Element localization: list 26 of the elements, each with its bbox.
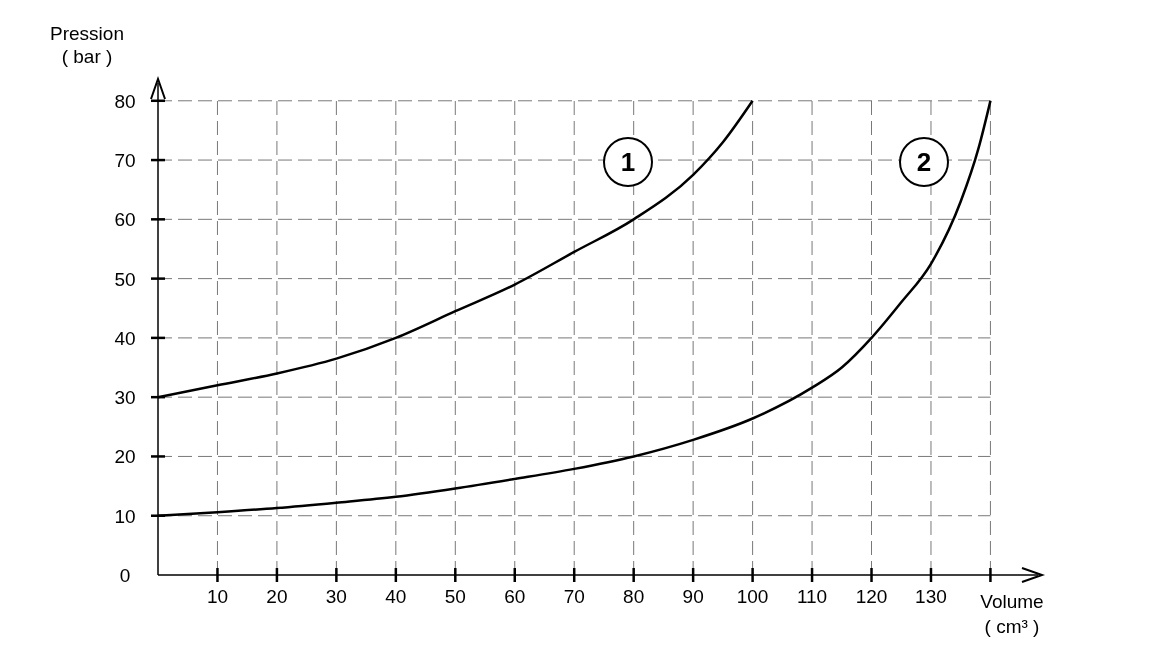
y-tick-label: 70	[114, 150, 136, 172]
x-tick-label: 60	[504, 586, 526, 607]
x-tick-label: 10	[206, 586, 229, 607]
y-tick-label: 60	[114, 209, 136, 231]
x-tick-label: 100	[736, 586, 769, 607]
x-tick-label: 130	[915, 586, 947, 607]
x-tick-label: 70	[563, 586, 585, 607]
y-tick-label: 20	[114, 446, 136, 468]
x-tick-label: 40	[385, 586, 407, 607]
x-tick-label: 110	[796, 586, 828, 607]
y-tick-label: 80	[114, 90, 136, 112]
x-tick-label: 50	[444, 586, 466, 607]
x-axis-title: Volume ( cm³ )	[980, 591, 1044, 637]
x-tick-label: 80	[623, 586, 645, 607]
x-tick-label: 20	[266, 586, 288, 607]
y-tick-label: 0	[119, 565, 131, 586]
annotation: 2	[916, 147, 932, 177]
x-tick-label: 90	[682, 586, 704, 607]
x-tick-label: 120	[855, 586, 888, 607]
annotation: 1	[620, 147, 636, 177]
y-axis-title: Pression ( bar )	[50, 23, 124, 67]
y-tick-label: 50	[114, 268, 136, 290]
y-tick-label: 30	[114, 387, 136, 409]
y-tick-label: 40	[114, 327, 136, 349]
x-tick-label: 30	[325, 586, 347, 607]
y-tick-label: 10	[114, 505, 136, 527]
